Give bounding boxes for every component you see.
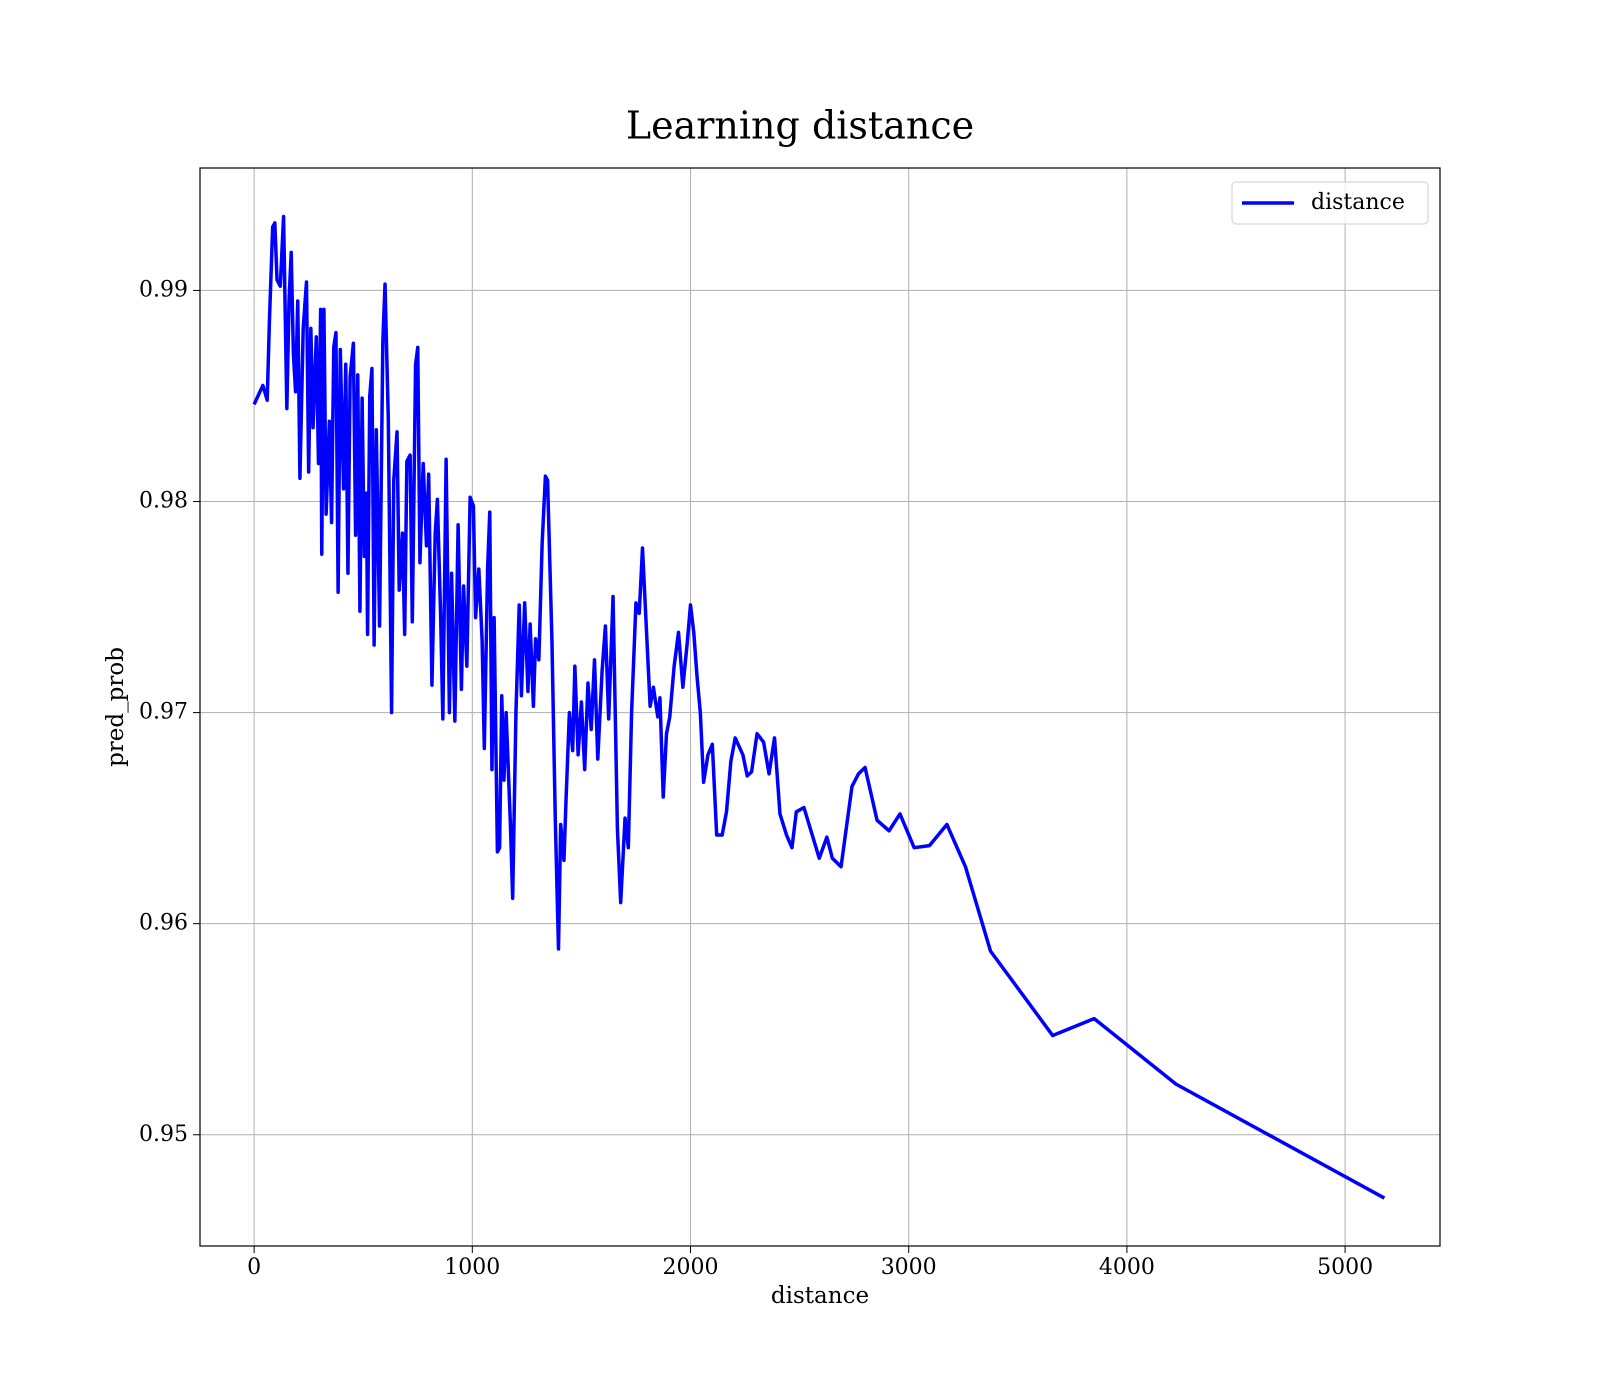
y-tick-label: 0.97 [139,700,188,725]
x-axis-label: distance [771,1283,869,1309]
x-tick-label: 3000 [881,1255,937,1280]
x-tick-label: 0 [247,1255,261,1280]
x-tick-label: 2000 [663,1255,719,1280]
chart-title: Learning distance [626,104,974,148]
legend-box [1231,181,1429,225]
y-tick-label: 0.96 [139,911,188,936]
x-tick-label: 5000 [1317,1255,1373,1280]
y-tick-label: 0.98 [139,489,188,514]
axes-frame [199,167,1441,1247]
x-tick-label: 1000 [444,1255,500,1280]
x-tick-label: 4000 [1099,1255,1155,1280]
y-axis-label: pred_prob [103,647,129,767]
y-tick-label: 0.99 [139,277,188,302]
y-tick-label: 0.95 [139,1122,188,1147]
data-line [252,214,1386,1200]
legend-label: distance [1311,190,1405,215]
